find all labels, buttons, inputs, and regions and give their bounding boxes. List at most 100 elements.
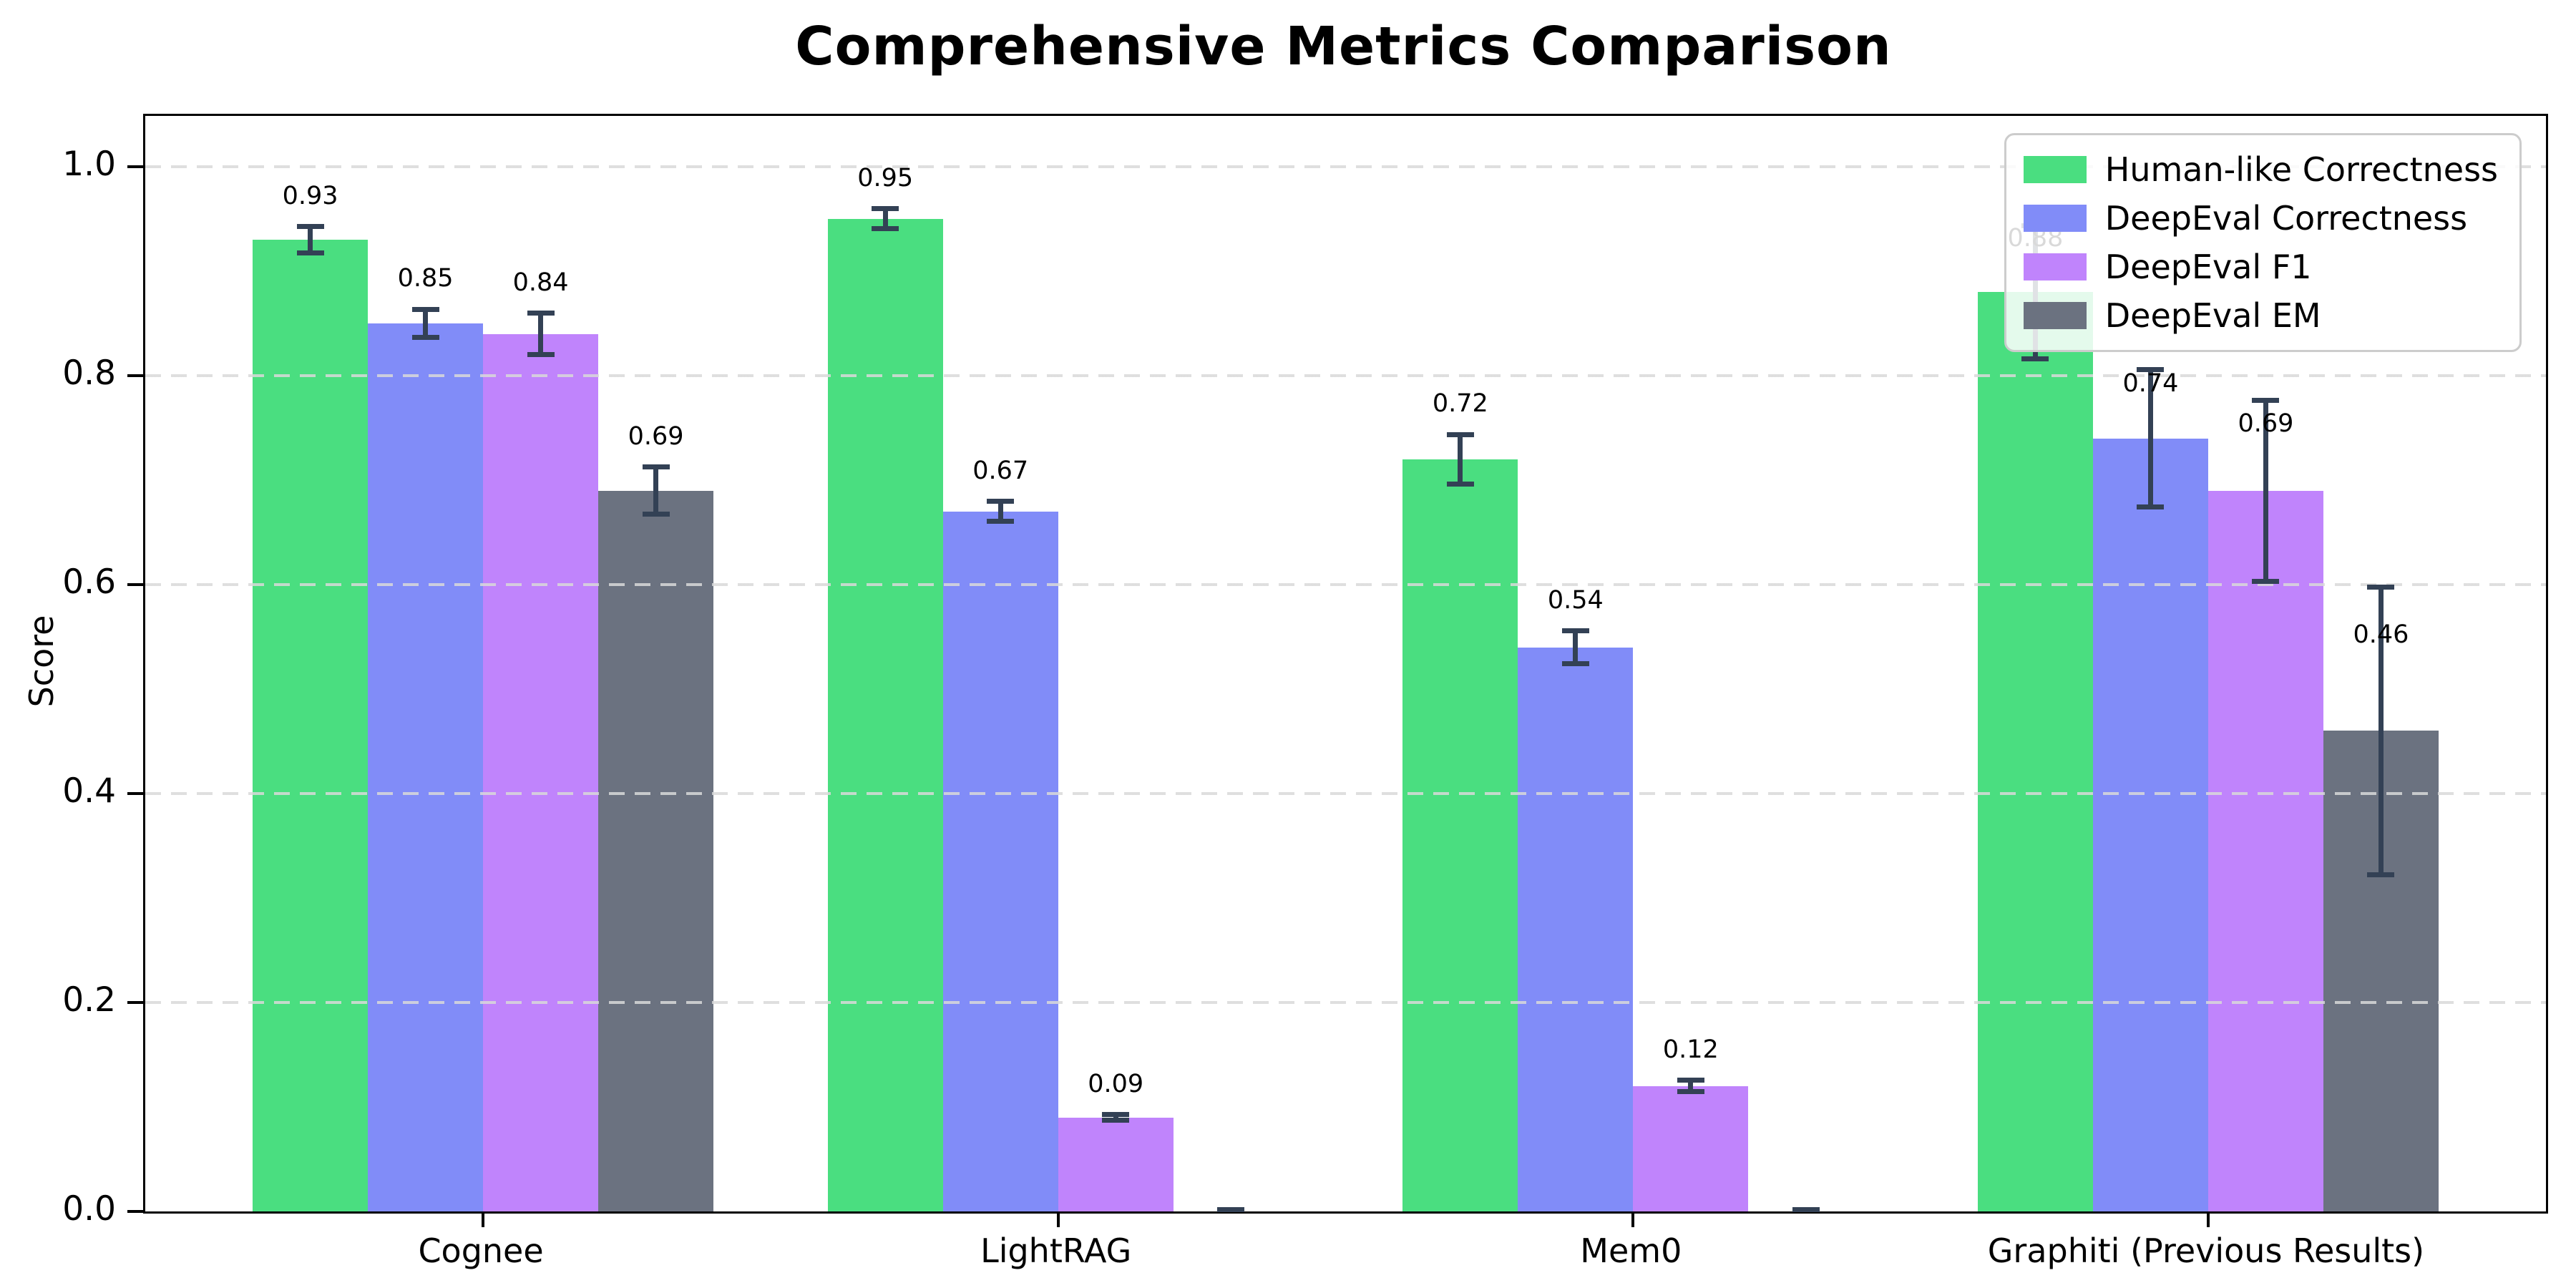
bar bbox=[1633, 1085, 1749, 1211]
legend-item: Human-like Correctness bbox=[2023, 150, 2498, 190]
x-tick-label: LightRAG bbox=[980, 1231, 1132, 1270]
error-bar-line bbox=[1113, 1112, 1118, 1123]
error-bar-line bbox=[308, 224, 313, 256]
bar-value-label: 0.69 bbox=[628, 421, 684, 451]
error-bar-cap-bottom bbox=[2021, 356, 2049, 361]
legend-label: DeepEval F1 bbox=[2104, 248, 2312, 286]
error-bar-cap-top bbox=[1446, 431, 1474, 437]
error-bar bbox=[2252, 397, 2280, 584]
error-bar bbox=[1102, 1112, 1130, 1123]
y-tick-mark bbox=[127, 1210, 143, 1213]
bar-value-label: 0.95 bbox=[857, 163, 914, 192]
y-tick-label: 1.0 bbox=[62, 144, 116, 184]
error-bar-cap-top bbox=[296, 224, 324, 230]
error-bar bbox=[2367, 584, 2395, 877]
y-tick-label: 0.0 bbox=[62, 1189, 116, 1229]
error-bar-cap-bottom bbox=[411, 335, 439, 341]
legend-swatch bbox=[2023, 302, 2087, 329]
error-bar-cap-bottom bbox=[1217, 1207, 1245, 1213]
legend: Human-like Correctness DeepEval Correctne… bbox=[2004, 133, 2522, 352]
x-tick-mark bbox=[1056, 1211, 1060, 1227]
bar-value-label: 0.46 bbox=[2353, 620, 2409, 649]
error-bar-line bbox=[538, 311, 544, 357]
bar bbox=[1977, 292, 2093, 1211]
bar bbox=[598, 490, 714, 1211]
bar bbox=[1518, 647, 1634, 1211]
error-bar-cap-bottom bbox=[872, 226, 899, 232]
x-tick-mark bbox=[2206, 1211, 2210, 1227]
error-bar-cap-bottom bbox=[1792, 1207, 1820, 1213]
error-bar bbox=[296, 224, 324, 256]
bar-value-label: 0.09 bbox=[1088, 1069, 1144, 1098]
error-bar-cap-bottom bbox=[296, 250, 324, 256]
bar bbox=[827, 218, 943, 1211]
grid-line bbox=[145, 791, 2546, 795]
error-bar-cap-top bbox=[527, 311, 555, 316]
error-bar-cap-bottom bbox=[527, 351, 555, 357]
bar-value-label: 0.69 bbox=[2238, 409, 2294, 439]
legend-label: DeepEval Correctness bbox=[2104, 199, 2468, 238]
bar-value-label: 0.67 bbox=[972, 456, 1029, 485]
bar bbox=[1058, 1117, 1174, 1211]
bar-value-label: 0.85 bbox=[397, 264, 454, 293]
error-bar-cap-bottom bbox=[2137, 504, 2165, 509]
x-tick-mark bbox=[1631, 1211, 1635, 1227]
y-tick-mark bbox=[127, 791, 143, 795]
error-bar-cap-top bbox=[987, 499, 1015, 504]
y-axis-label: Score bbox=[22, 615, 61, 708]
bar bbox=[483, 333, 599, 1211]
error-bar-cap-top bbox=[1561, 628, 1589, 634]
legend-swatch bbox=[2023, 253, 2087, 280]
error-bar bbox=[872, 206, 899, 232]
error-bar bbox=[527, 311, 555, 357]
legend-item: DeepEval EM bbox=[2023, 296, 2498, 336]
legend-label: Human-like Correctness bbox=[2104, 150, 2498, 189]
legend-item: DeepEval F1 bbox=[2023, 247, 2498, 287]
legend-item: DeepEval Correctness bbox=[2023, 198, 2498, 238]
error-bar bbox=[642, 464, 670, 517]
bar-value-label: 0.72 bbox=[1432, 389, 1488, 419]
bar-value-label: 0.93 bbox=[282, 181, 338, 210]
error-bar-cap-bottom bbox=[1102, 1117, 1130, 1123]
error-bar-line bbox=[653, 464, 659, 517]
error-bar-cap-top bbox=[2367, 584, 2395, 590]
bar-value-label: 0.74 bbox=[2122, 369, 2179, 398]
grid-line bbox=[145, 374, 2546, 377]
grid-line bbox=[145, 165, 2546, 168]
bar-value-label: 0.84 bbox=[512, 268, 569, 297]
error-bar bbox=[1217, 1207, 1245, 1213]
legend-swatch bbox=[2023, 205, 2087, 232]
error-bar bbox=[1561, 628, 1589, 666]
error-bar-line bbox=[2378, 584, 2384, 877]
error-bar-cap-top bbox=[642, 464, 670, 470]
bar bbox=[253, 240, 369, 1211]
plot-area: Human-like Correctness DeepEval Correctne… bbox=[127, 114, 2548, 1227]
y-tick-label: 0.2 bbox=[62, 980, 116, 1020]
bar bbox=[1402, 459, 1518, 1211]
x-tick-label: Mem0 bbox=[1580, 1231, 1682, 1270]
error-bar-line bbox=[1688, 1078, 1694, 1095]
error-bar-cap-top bbox=[1102, 1112, 1130, 1118]
bar bbox=[2092, 438, 2208, 1211]
error-bar-cap-top bbox=[2252, 397, 2280, 403]
chart-title: Comprehensive Metrics Comparison bbox=[795, 16, 1892, 77]
error-bar-cap-bottom bbox=[2367, 872, 2395, 877]
bar bbox=[942, 511, 1058, 1211]
bar-value-label: 0.12 bbox=[1662, 1035, 1719, 1064]
grid-line bbox=[145, 1000, 2546, 1004]
y-tick-mark bbox=[127, 1000, 143, 1004]
error-bar bbox=[1677, 1078, 1704, 1095]
bar bbox=[368, 323, 484, 1211]
x-tick-label: Cognee bbox=[418, 1231, 544, 1270]
error-bar-line bbox=[997, 499, 1003, 525]
error-bar-line bbox=[2147, 367, 2153, 509]
bar bbox=[2207, 490, 2323, 1211]
error-bar-cap-top bbox=[872, 206, 899, 212]
error-bar-line bbox=[882, 206, 888, 232]
error-bar bbox=[411, 306, 439, 341]
y-tick-label: 0.8 bbox=[62, 353, 116, 393]
bar-value-label: 0.54 bbox=[1547, 585, 1604, 615]
error-bar-cap-top bbox=[1677, 1078, 1704, 1083]
error-bar-cap-top bbox=[2137, 367, 2165, 373]
